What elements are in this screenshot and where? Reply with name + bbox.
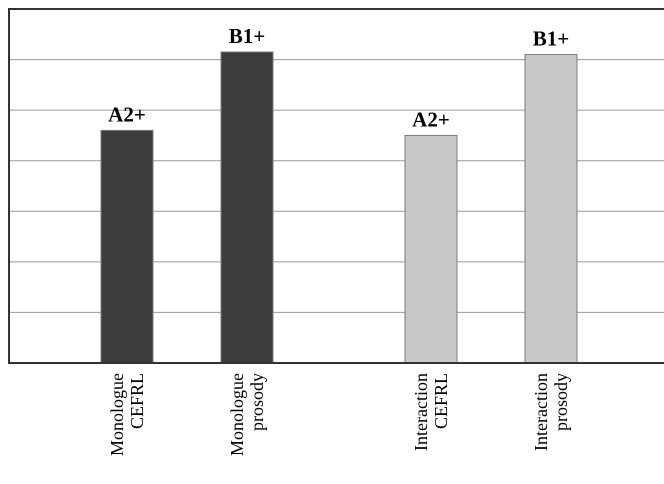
- data-label: B1+: [229, 24, 265, 48]
- tick-label-line: prosody: [551, 373, 571, 431]
- bars: [100, 51, 578, 364]
- bar-interaction-prosody: [524, 54, 578, 364]
- plot-frame: [8, 8, 664, 364]
- data-labels: A2+ B1+ A2+ B1+: [108, 24, 569, 131]
- data-label: A2+: [412, 107, 450, 131]
- tick-label-line: prosody: [247, 373, 267, 431]
- x-tick-labels: MonologueCEFRL Monologueprosody Interactio…: [107, 373, 571, 456]
- tick-label-line: Interaction: [531, 373, 551, 451]
- bar-interaction-cefrl: [404, 134, 458, 364]
- tick-label: InteractionCEFRL: [411, 373, 451, 451]
- bar-monologue-cefrl: [100, 129, 154, 364]
- bar-monologue-prosody: [220, 51, 274, 364]
- tick-label-line: CEFRL: [431, 373, 451, 429]
- tick-label: Monologueprosody: [227, 373, 267, 456]
- tick-label-line: Interaction: [411, 373, 431, 451]
- tick-label: MonologueCEFRL: [107, 373, 147, 456]
- tick-label-line: CEFRL: [127, 373, 147, 429]
- tick-label-line: Monologue: [107, 373, 127, 456]
- data-label: B1+: [533, 27, 569, 51]
- tick-label-line: Monologue: [227, 373, 247, 456]
- tick-label: Interactionprosody: [531, 373, 571, 451]
- data-label: A2+: [108, 102, 146, 126]
